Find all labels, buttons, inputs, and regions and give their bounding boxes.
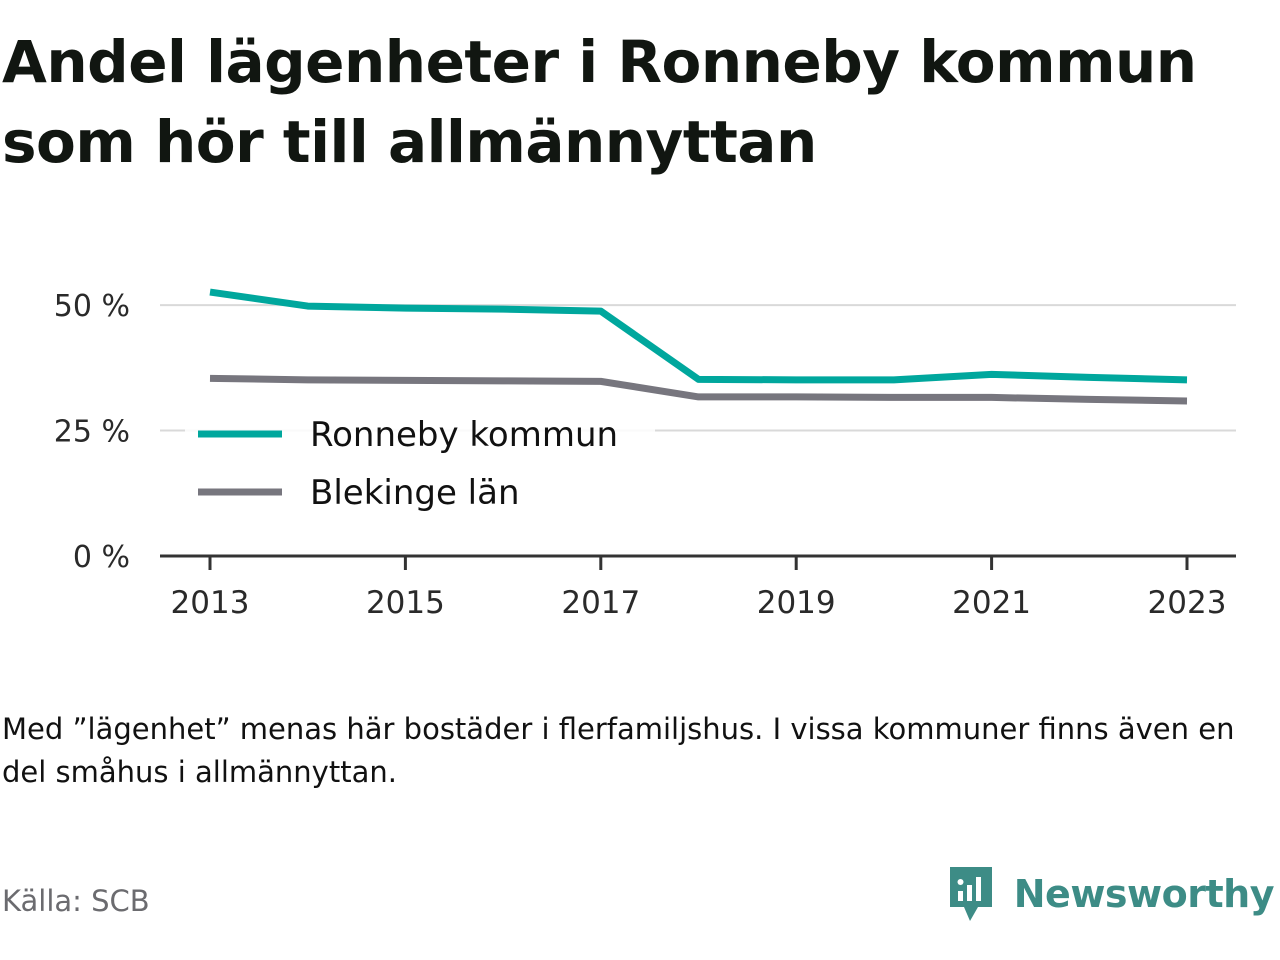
x-axis-ticks: 2013 2015 2017 2019 2021 2023 — [171, 585, 1227, 621]
line-chart: Ronneby kommun Blekinge län 0 % 25 % 50 % 2… — [54, 288, 1236, 621]
legend-label: Ronneby kommun — [310, 415, 618, 455]
y-tick-label: 50 % — [54, 289, 130, 324]
y-tick-label: 25 % — [54, 415, 130, 450]
x-axis — [160, 554, 1236, 570]
x-tick-label: 2019 — [757, 585, 836, 621]
x-tick-label: 2021 — [952, 585, 1031, 621]
x-tick-label: 2017 — [561, 585, 640, 621]
newsworthy-logo-icon — [949, 867, 992, 921]
legend-background — [185, 408, 655, 518]
series-line — [209, 288, 1188, 384]
brand-name: Newsworthy — [1013, 872, 1275, 916]
source-label: Källa: SCB — [2, 884, 150, 918]
series-lines — [209, 288, 1188, 405]
legend-label: Blekinge län — [310, 473, 520, 513]
x-tick-label: 2013 — [171, 585, 250, 621]
y-axis-ticks: 0 % 25 % 50 % — [54, 289, 130, 575]
legend: Ronneby kommun Blekinge län — [185, 408, 655, 518]
chart-note: Med ”lägenhet” menas här bostäder i fler… — [2, 712, 1235, 789]
chart-title: Andel lägenheter i Ronneby kommun som hö… — [2, 28, 1197, 176]
brand[interactable]: Newsworthy — [946, 862, 1275, 926]
y-tick-label: 0 % — [73, 540, 130, 575]
x-tick-label: 2023 — [1148, 585, 1227, 621]
x-tick-label: 2015 — [366, 585, 445, 621]
series-line — [209, 374, 1188, 405]
